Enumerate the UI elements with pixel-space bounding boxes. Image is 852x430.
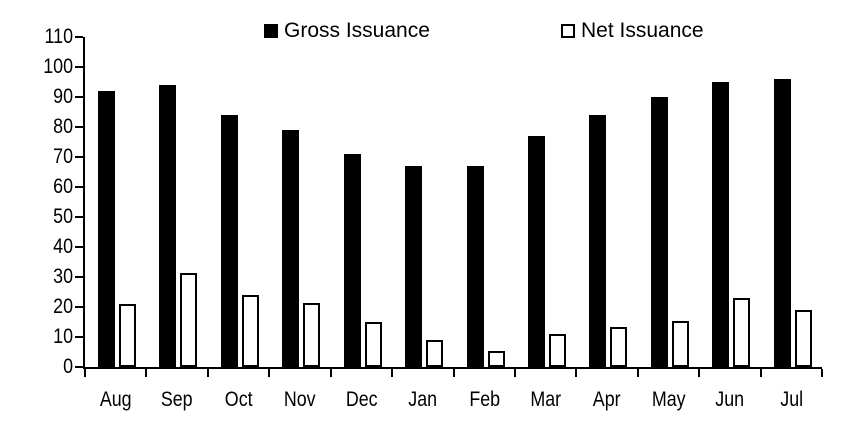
y-axis-tick-10 [75,336,83,338]
gross-bar-may [650,97,668,367]
x-axis-tick-6 [452,369,455,377]
x-axis-tick-12 [821,369,823,377]
x-axis-tick-7 [513,369,516,377]
x-axis-label-aug: Aug [99,388,132,411]
y-axis-label-20: 20 [53,295,73,318]
y-axis-label-60: 60 [53,175,73,198]
net-bar-mar [548,334,566,367]
y-axis-tick-30 [75,276,83,278]
net-bar-jun [733,298,751,367]
legend-item-net: Net Issuance [561,20,704,41]
y-axis-tick-70 [75,156,83,158]
net-bar-feb [487,350,505,367]
x-axis-label-jul: Jul [779,388,803,411]
gross-bar-aug [98,91,115,367]
gross-bar-feb [466,166,484,367]
x-axis-label-jan: Jan [408,388,438,411]
net-issuance-legend-label: Net Issuance [581,19,704,42]
net-bar-apr [610,326,628,367]
x-axis-tick-3 [268,369,271,377]
y-axis-tick-20 [75,306,83,308]
gross-issuance-legend-label: Gross Issuance [284,19,430,42]
gross-bar-sep [159,85,177,367]
gross-issuance-swatch-icon [264,23,278,38]
x-axis-tick-1 [145,369,148,377]
y-axis-tick-0 [75,366,83,368]
net-bar-may [671,320,689,367]
y-axis-tick-100 [75,66,83,68]
y-axis-tick-60 [75,186,83,188]
net-bar-jul [794,310,812,367]
x-axis-tick-11 [759,369,762,377]
x-axis-tick-10 [698,369,701,377]
y-axis-label-80: 80 [53,115,73,138]
x-axis-tick-9 [636,369,639,377]
net-bar-sep [180,272,198,367]
net-bar-jan [426,340,444,367]
y-axis-tick-50 [75,216,83,218]
y-axis-tick-40 [75,246,83,248]
gross-bar-dec [343,154,361,367]
legend-item-gross: Gross Issuance [264,20,430,41]
y-axis-label-40: 40 [53,235,73,258]
x-axis-label-apr: Apr [593,388,621,411]
net-bar-aug [119,304,136,367]
y-axis-tick-110 [75,36,83,38]
x-axis-tick-4 [329,369,332,377]
x-axis-label-dec: Dec [345,388,378,411]
gross-bar-mar [527,136,545,367]
gross-bar-jun [712,82,730,367]
y-axis-label-100: 100 [43,55,73,78]
plot-area: 0 10 20 30 40 50 60 70 80 90 100 110 Aug Sep Oct Nov Dec… [43,26,823,410]
y-axis-label-50: 50 [53,205,73,228]
y-axis-label-70: 70 [53,145,73,168]
x-axis-tick-2 [206,369,209,377]
x-axis-label-oct: Oct [224,388,253,411]
x-axis-label-mar: Mar [530,388,561,411]
y-axis-label-110: 110 [44,25,73,48]
x-axis-label-nov: Nov [284,388,316,411]
net-bar-nov [303,302,321,367]
y-axis-label-90: 90 [53,85,73,108]
gross-bar-oct [220,115,238,367]
x-axis-tick-5 [391,369,394,377]
net-issuance-swatch-icon [561,23,575,38]
y-axis-tick-90 [75,96,83,98]
x-axis-label-may: May [651,388,686,411]
gross-bar-jul [773,79,791,367]
y-axis-label-10: 10 [53,325,73,348]
gross-bar-jan [405,166,423,367]
y-axis-label-30: 30 [53,265,73,288]
x-axis-tick-0 [84,369,86,377]
y-axis-label-0: 0 [63,355,73,378]
x-axis-label-feb: Feb [468,388,500,411]
gross-bar-nov [282,130,300,367]
net-bar-oct [241,295,259,367]
x-axis-label-jun: Jun [715,388,745,411]
x-axis-label-sep: Sep [161,388,193,411]
net-bar-dec [364,322,382,367]
gross-bar-apr [589,115,607,367]
y-axis-tick-80 [75,126,83,128]
x-axis-tick-8 [575,369,578,377]
